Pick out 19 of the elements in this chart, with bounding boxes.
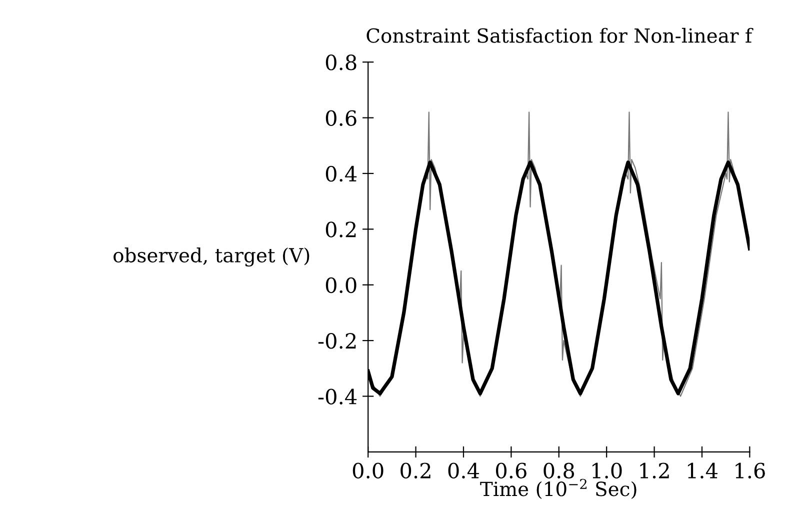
x-tick-label: 0.8 (544, 462, 574, 478)
x-tick-label: 0.0 (352, 462, 384, 478)
x-tick-label: 0.4 (448, 462, 480, 478)
x-axis-title: Time (10$^{−2}$ Sec) (480, 478, 636, 500)
y-tick-label: 0.4 (326, 166, 357, 182)
x-tick-label: 1.6 (736, 462, 765, 478)
x-tick-label: 1.0 (592, 462, 622, 478)
x-tick-label: 1.2 (640, 462, 669, 478)
y-tick-label: 0.6 (326, 110, 356, 126)
y-tick-label: -0.2 (318, 333, 356, 349)
chart-title: Constraint Satisfaction for Non-linear f (366, 28, 754, 43)
y-axis-title: observed, target (V) (114, 247, 310, 267)
y-tick-label: 0.8 (326, 54, 356, 70)
y-tick-label: -0.4 (318, 388, 357, 404)
x-tick-label: 0.2 (400, 462, 430, 478)
x-tick-label: 0.6 (496, 462, 526, 478)
x-tick-label: 1.4 (688, 462, 718, 478)
y-tick-label: 0.0 (326, 277, 356, 294)
y-tick-label: 0.2 (326, 222, 356, 238)
